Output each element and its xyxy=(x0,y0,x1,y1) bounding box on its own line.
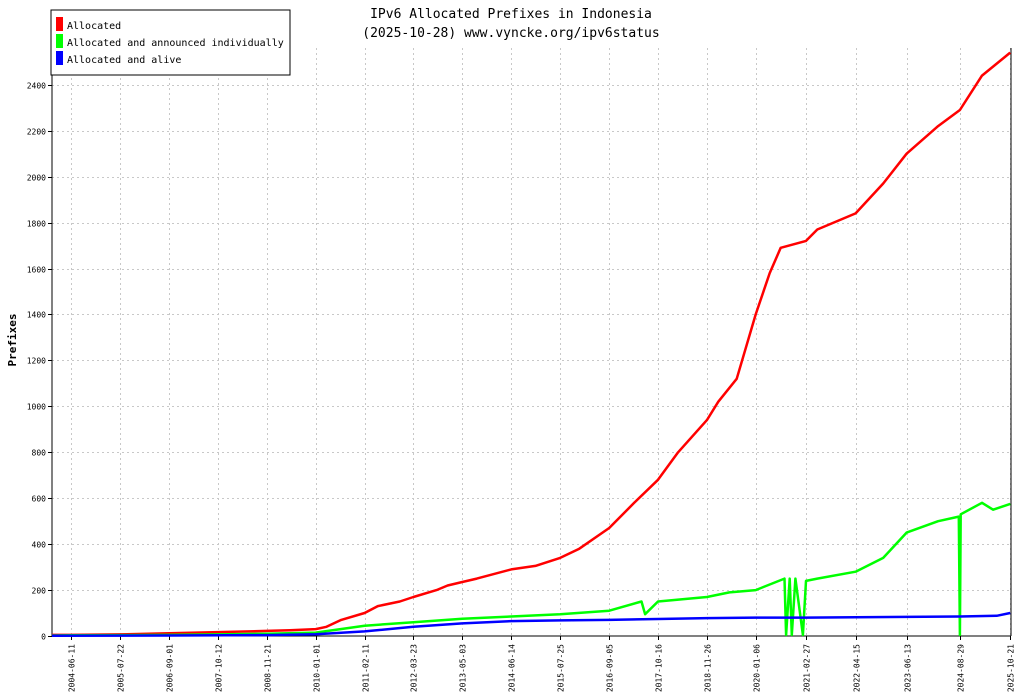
x-tick-label: 2008-11-21 xyxy=(264,644,273,692)
x-tick-label: 2004-06-11 xyxy=(68,644,77,692)
y-ticks: 0 200 400 600 800 1000 1200 1400 1600 1800 2000 220… xyxy=(27,82,52,642)
y-tick-label: 2200 xyxy=(27,128,46,137)
x-tick-label: 2025-10-21 xyxy=(1007,644,1016,692)
legend-label-allocated: Allocated xyxy=(67,21,121,32)
y-tick-label: 400 xyxy=(32,541,47,550)
y-tick-label: 1600 xyxy=(27,266,46,275)
x-tick-label: 2016-09-05 xyxy=(606,644,615,692)
x-tick-label: 2012-03-23 xyxy=(410,644,419,692)
series-line-allocated xyxy=(52,51,1011,637)
axis-layer xyxy=(51,48,1012,637)
x-ticks: 2004-06-11 2005-07-22 2006-09-01 2007-10-12… xyxy=(68,636,1016,692)
y-tick-label: 800 xyxy=(32,449,47,458)
x-tick-label: 2006-09-01 xyxy=(166,644,175,692)
y-tick-label: 200 xyxy=(32,587,47,596)
y-tick-label: 1000 xyxy=(27,403,46,412)
x-tick-label: 2020-01-06 xyxy=(753,644,762,692)
chart-title: IPv6 Allocated Prefixes in Indonesia xyxy=(370,7,652,22)
series-line-allocated-and-announced-individually xyxy=(51,501,1011,637)
x-tick-label: 2015-07-25 xyxy=(557,644,566,692)
grid-layer xyxy=(52,48,1011,636)
x-tick-label: 2010-01-01 xyxy=(313,644,322,692)
x-tick-label: 2024-08-29 xyxy=(957,644,966,692)
y-tick-label: 0 xyxy=(41,633,46,642)
y-tick-label: 1800 xyxy=(27,220,46,229)
chart-subtitle: (2025-10-28) www.vyncke.org/ipv6status xyxy=(362,26,659,41)
x-tick-label: 2014-06-14 xyxy=(508,644,517,692)
y-tick-label: 2000 xyxy=(27,174,46,183)
y-tick-label: 600 xyxy=(32,495,47,504)
x-tick-label: 2022-04-15 xyxy=(853,644,862,692)
legend-label-announced: Allocated and announced individually xyxy=(67,38,284,49)
y-tick-label: 1400 xyxy=(27,311,46,320)
y-tick-label: 2400 xyxy=(27,82,46,91)
series-line-allocated-and-alive xyxy=(51,611,1011,638)
series-layer xyxy=(51,51,1011,638)
x-tick-label: 2021-02-27 xyxy=(803,644,812,692)
legend-label-alive: Allocated and alive xyxy=(67,55,181,66)
x-tick-label: 2007-10-12 xyxy=(215,644,224,692)
legend: Allocated Allocated and announced indivi… xyxy=(50,9,291,76)
y-tick-label: 1200 xyxy=(27,357,46,366)
legend-swatch-allocated xyxy=(56,17,63,31)
legend-swatch-alive xyxy=(56,51,63,65)
legend-box xyxy=(50,9,291,76)
x-tick-label: 2017-10-16 xyxy=(655,644,664,692)
x-tick-label: 2013-05-03 xyxy=(459,644,468,692)
legend-swatch-announced xyxy=(56,34,63,48)
x-tick-label: 2018-11-26 xyxy=(704,644,713,692)
x-tick-label: 2011-02-11 xyxy=(362,644,371,692)
x-tick-label: 2023-06-13 xyxy=(904,644,913,692)
y-axis-label: Prefixes xyxy=(6,314,19,367)
x-tick-label: 2005-07-22 xyxy=(117,644,126,692)
